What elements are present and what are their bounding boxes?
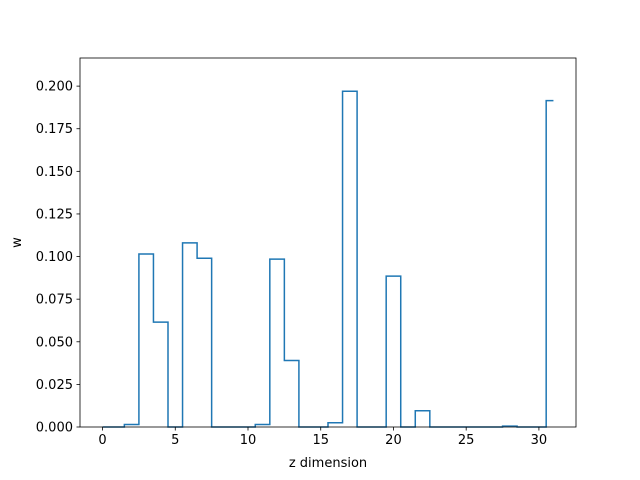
x-tick-label-0: 0 bbox=[98, 433, 106, 448]
y-axis-label: w bbox=[10, 237, 25, 248]
x-tick-label-1: 5 bbox=[171, 433, 179, 448]
axes: 0 5 10 15 20 25 30 0.000 0.025 0.050 0.075 0.100 0.1… bbox=[36, 57, 577, 448]
x-axis-label: z dimension bbox=[289, 456, 367, 471]
y-tick-label-7: 0.175 bbox=[36, 122, 73, 137]
x-tick-label-4: 20 bbox=[385, 433, 402, 448]
y-tick-label-5: 0.125 bbox=[36, 207, 73, 222]
y-tick-label-3: 0.075 bbox=[36, 293, 73, 308]
y-tick-label-0: 0.000 bbox=[36, 421, 73, 436]
x-tick-label-2: 10 bbox=[240, 433, 257, 448]
y-tick-label-2: 0.050 bbox=[36, 335, 73, 350]
x-tick-label-6: 30 bbox=[531, 433, 548, 448]
y-tick-label-6: 0.150 bbox=[36, 165, 73, 180]
y-tick-label-4: 0.100 bbox=[36, 250, 73, 265]
y-tick-label-8: 0.200 bbox=[36, 80, 73, 95]
x-tick-label-5: 25 bbox=[458, 433, 475, 448]
x-tick-label-3: 15 bbox=[312, 433, 329, 448]
axes-frame bbox=[79, 57, 577, 428]
y-tick-label-1: 0.025 bbox=[36, 378, 73, 393]
